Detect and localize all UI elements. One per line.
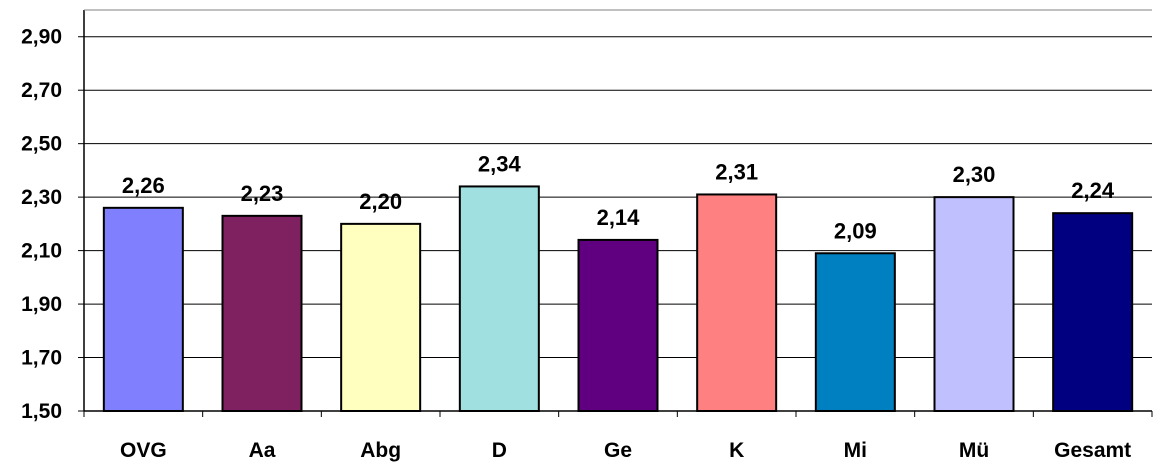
- x-category-label: Abg: [360, 439, 401, 462]
- bar-mi: [814, 252, 896, 412]
- y-tick-label: 1,50: [21, 400, 62, 423]
- data-labels: 2,26 2,23 2,20 2,34 2,14 2,31 2,09 2,30 2,24: [122, 151, 1115, 243]
- bar-mü: [933, 196, 1015, 412]
- y-tick-label: 2,50: [21, 133, 62, 156]
- bar-aa: [221, 214, 303, 412]
- data-label: 2,31: [715, 159, 758, 184]
- x-category-label: OVG: [120, 439, 167, 462]
- axes: [78, 9, 1153, 417]
- data-label: 2,14: [597, 205, 641, 230]
- y-tick-label: 2,90: [21, 26, 62, 49]
- bar-ovg: [102, 206, 184, 412]
- y-tick-label: 2,10: [21, 240, 62, 263]
- x-category-label: Ge: [604, 439, 632, 462]
- data-label: 2,30: [953, 162, 996, 187]
- data-label: 2,26: [122, 173, 165, 198]
- data-label: 2,23: [241, 181, 284, 206]
- y-tick-label: 1,70: [21, 347, 62, 370]
- data-label: 2,09: [834, 218, 877, 243]
- x-category-label: D: [492, 439, 507, 462]
- x-category-label: Aa: [249, 439, 276, 462]
- bar-k: [696, 193, 778, 412]
- bar-gesamt: [1052, 212, 1134, 412]
- x-category-label: Mü: [959, 439, 989, 462]
- y-tick-labels: 1,50 1,70 1,90 2,10 2,30 2,50 2,70 2,90: [21, 26, 62, 423]
- y-tick-label: 1,90: [21, 293, 62, 316]
- bar-abg: [340, 222, 422, 412]
- y-tick-label: 2,30: [21, 186, 62, 209]
- data-label: 2,20: [359, 189, 402, 214]
- y-tick-label: 2,70: [21, 79, 62, 102]
- x-category-label: K: [729, 439, 744, 462]
- bar-ge: [577, 238, 659, 412]
- x-category-label: Gesamt: [1054, 439, 1131, 462]
- data-label: 2,24: [1071, 178, 1115, 203]
- x-category-label: Mi: [844, 439, 867, 462]
- data-label: 2,34: [478, 151, 522, 176]
- x-category-labels: OVG Aa Abg D Ge K Mi Mü Gesamt: [120, 439, 1131, 462]
- bar-d: [458, 185, 540, 412]
- bars: [102, 185, 1134, 412]
